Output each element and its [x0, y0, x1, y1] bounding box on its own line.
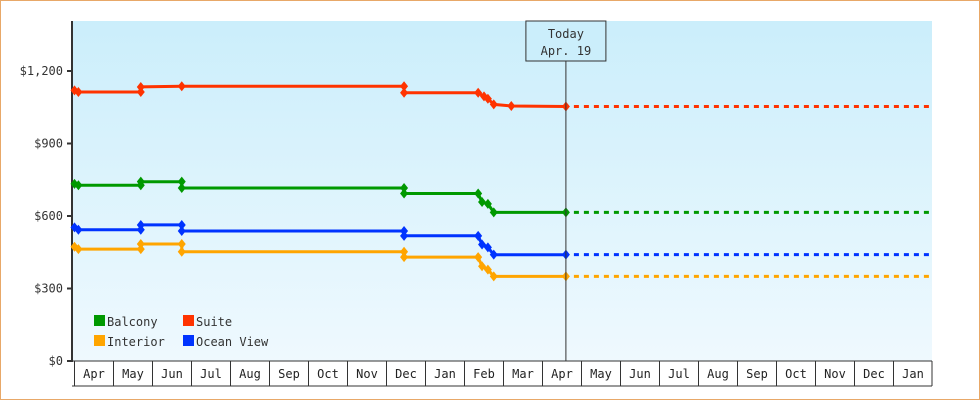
legend-swatch-icon — [94, 315, 105, 326]
data-point[interactable] — [474, 188, 483, 199]
data-point[interactable] — [136, 176, 145, 187]
month-label: May — [590, 367, 612, 381]
month-label: Jan — [902, 367, 924, 381]
data-point[interactable] — [478, 261, 487, 272]
data-point[interactable] — [177, 182, 186, 193]
x-axis: Apr May Jun Jul Aug Sep Oct Nov Dec Jan Feb Mar Apr M… — [72, 360, 933, 387]
data-point[interactable] — [400, 182, 409, 193]
y-tick-label: $300 — [34, 282, 63, 296]
data-point[interactable] — [74, 244, 83, 255]
data-point[interactable] — [400, 81, 409, 92]
month-label: Apr — [551, 367, 573, 381]
data-point[interactable] — [483, 198, 492, 209]
data-point[interactable] — [400, 188, 409, 199]
month-label: Aug — [239, 367, 261, 381]
data-point[interactable] — [400, 246, 409, 257]
legend-swatch-icon — [183, 315, 194, 326]
month-label: Nov — [356, 367, 378, 381]
month-label: Feb — [473, 367, 495, 381]
month-label: Dec — [395, 367, 417, 381]
month-label: Aug — [707, 367, 729, 381]
month-label: May — [122, 367, 144, 381]
data-point[interactable] — [489, 271, 498, 282]
month-label: Jan — [434, 367, 456, 381]
data-point[interactable] — [489, 99, 498, 110]
month-label: Sep — [746, 367, 768, 381]
data-point[interactable] — [400, 87, 409, 98]
data-point[interactable] — [400, 252, 409, 263]
series-interior — [70, 239, 930, 282]
y-tick-label: $600 — [34, 209, 63, 223]
data-point[interactable] — [136, 219, 145, 230]
data-point[interactable] — [474, 87, 483, 98]
data-point[interactable] — [74, 180, 83, 191]
month-label: Jun — [161, 367, 183, 381]
month-label: Jul — [200, 367, 222, 381]
plot-area — [72, 21, 932, 361]
today-date: Apr. 19 — [541, 44, 592, 58]
legend-swatch-icon — [94, 335, 105, 346]
month-label: Oct — [785, 367, 807, 381]
month-label: Sep — [278, 367, 300, 381]
data-point[interactable] — [177, 81, 186, 92]
data-point[interactable] — [136, 81, 145, 92]
legend-label: Ocean View — [196, 335, 269, 349]
data-point[interactable] — [489, 207, 498, 218]
data-point[interactable] — [74, 224, 83, 235]
month-label: Nov — [824, 367, 846, 381]
data-point[interactable] — [474, 252, 483, 263]
data-point[interactable] — [489, 249, 498, 260]
legend-item-balcony[interactable]: Balcony — [94, 315, 158, 329]
y-tick-label: $0 — [49, 354, 63, 368]
data-point[interactable] — [136, 239, 145, 250]
series-balcony — [70, 176, 930, 218]
series-layer — [70, 81, 930, 282]
data-point[interactable] — [74, 87, 83, 98]
data-point[interactable] — [507, 101, 516, 112]
y-axis: $0 $300 $600 $900 $1,200 — [20, 21, 73, 368]
y-tick-label: $1,200 — [20, 64, 63, 78]
data-point[interactable] — [177, 225, 186, 236]
legend-swatch-icon — [183, 335, 194, 346]
data-point[interactable] — [483, 93, 492, 104]
legend-label: Interior — [107, 335, 165, 349]
data-point[interactable] — [136, 244, 145, 255]
data-point[interactable] — [177, 246, 186, 257]
data-point[interactable] — [177, 176, 186, 187]
series-suite — [70, 81, 930, 112]
data-point[interactable] — [136, 87, 145, 98]
month-label: Dec — [863, 367, 885, 381]
data-point[interactable] — [177, 239, 186, 250]
month-label: Mar — [512, 367, 534, 381]
data-point[interactable] — [478, 239, 487, 250]
legend: Balcony Suite Interior Ocean View — [94, 315, 269, 349]
legend-item-interior[interactable]: Interior — [94, 335, 165, 349]
month-label: Oct — [317, 367, 339, 381]
month-label: Apr — [83, 367, 105, 381]
data-point[interactable] — [474, 230, 483, 241]
today-marker: Today Apr. 19 — [525, 20, 607, 361]
data-point[interactable] — [483, 264, 492, 275]
data-point[interactable] — [177, 219, 186, 230]
today-box — [525, 20, 607, 62]
legend-label: Suite — [196, 315, 232, 329]
legend-label: Balcony — [107, 315, 158, 329]
legend-item-ocean-view[interactable]: Ocean View — [183, 335, 269, 349]
data-point[interactable] — [400, 230, 409, 241]
y-tick-label: $900 — [34, 137, 63, 151]
month-label: Jul — [668, 367, 690, 381]
data-point[interactable] — [483, 242, 492, 253]
series-ocean-view — [70, 219, 930, 260]
month-label: Jun — [629, 367, 651, 381]
today-label: Today — [548, 27, 584, 41]
legend-item-suite[interactable]: Suite — [183, 315, 232, 329]
data-point[interactable] — [478, 196, 487, 207]
